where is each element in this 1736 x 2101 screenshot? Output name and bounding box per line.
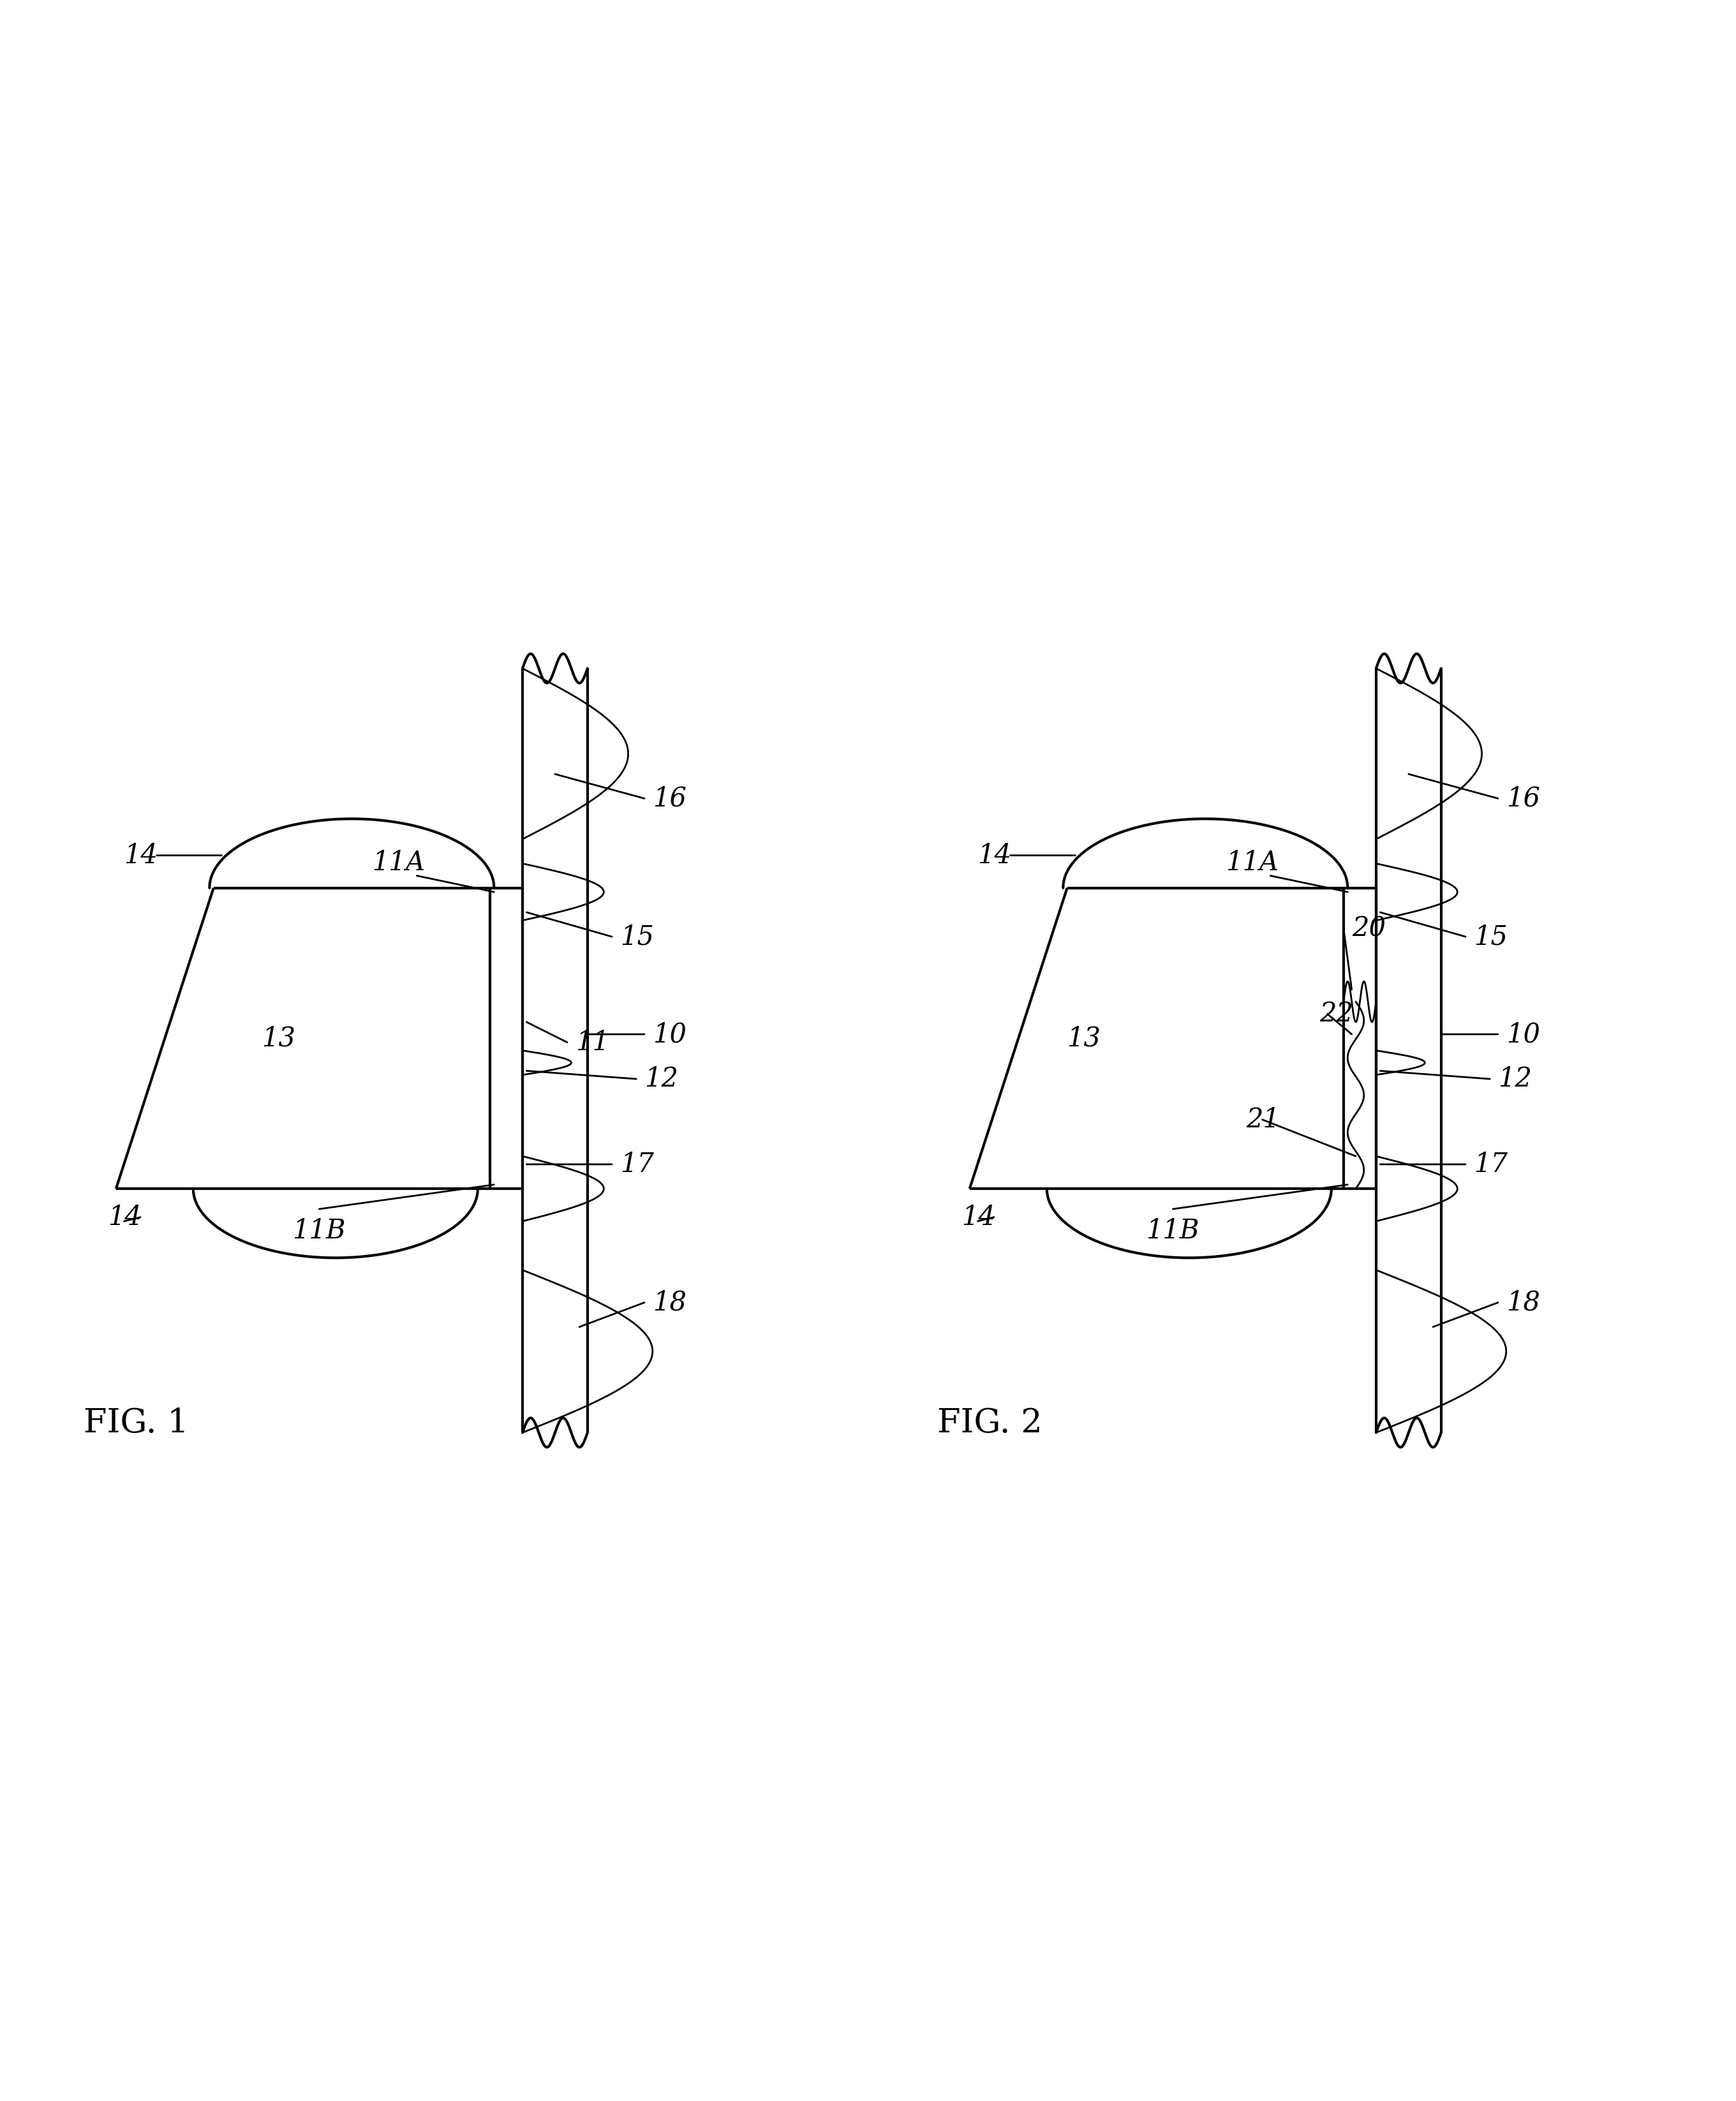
Text: 15: 15 <box>620 922 654 950</box>
Text: 11A: 11A <box>1226 849 1278 876</box>
Text: 20: 20 <box>1352 916 1385 941</box>
Text: 17: 17 <box>620 1151 654 1179</box>
Text: 17: 17 <box>1474 1151 1507 1179</box>
Text: 11B: 11B <box>1146 1216 1200 1244</box>
Text: 15: 15 <box>1474 922 1507 950</box>
Text: 11: 11 <box>575 1029 609 1057</box>
Text: FIG. 2: FIG. 2 <box>937 1406 1042 1439</box>
Text: 12: 12 <box>644 1065 679 1093</box>
Text: 18: 18 <box>653 1290 686 1315</box>
Text: 21: 21 <box>1246 1107 1279 1132</box>
Text: 18: 18 <box>1507 1290 1540 1315</box>
Text: FIG. 1: FIG. 1 <box>83 1406 189 1439</box>
Text: 11B: 11B <box>293 1216 345 1244</box>
Text: 11A: 11A <box>372 849 425 876</box>
Text: 14: 14 <box>108 1204 142 1231</box>
Text: 22: 22 <box>1319 1000 1352 1027</box>
Text: 13: 13 <box>262 1025 295 1053</box>
Text: 13: 13 <box>1066 1025 1101 1053</box>
Text: 16: 16 <box>653 786 686 811</box>
Text: 14: 14 <box>962 1204 995 1231</box>
Text: 12: 12 <box>1498 1065 1531 1093</box>
Text: 16: 16 <box>1507 786 1540 811</box>
Text: 14: 14 <box>977 843 1012 870</box>
Text: 10: 10 <box>653 1021 686 1048</box>
Text: 10: 10 <box>1507 1021 1540 1048</box>
Text: 14: 14 <box>125 843 158 870</box>
